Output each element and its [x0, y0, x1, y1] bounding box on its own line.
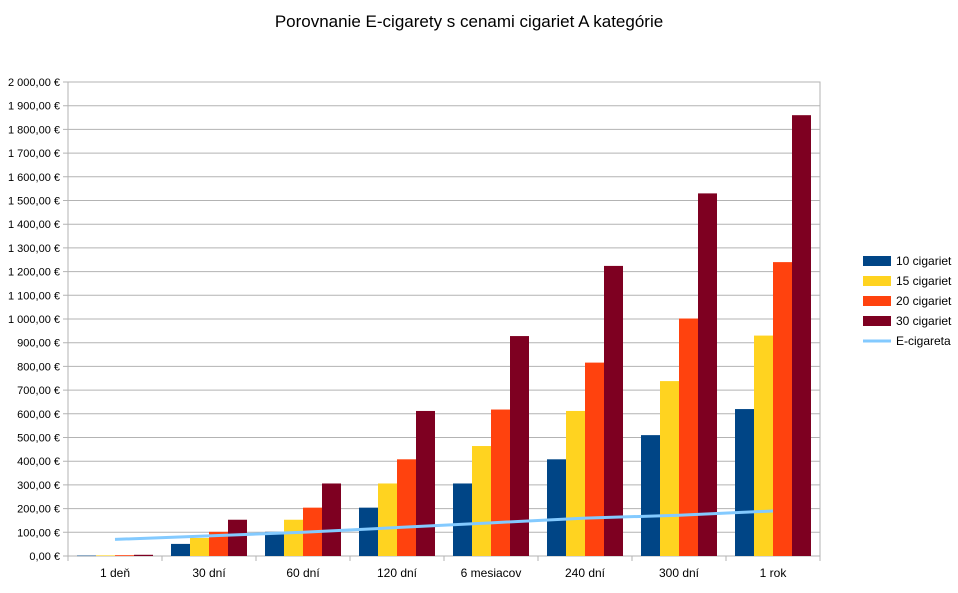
legend-label: 10 cigariet	[896, 254, 952, 268]
y-tick-label: 800,00 €	[17, 361, 60, 373]
bar	[96, 555, 115, 556]
y-tick-label: 200,00 €	[17, 504, 60, 516]
legend-swatch	[863, 296, 891, 306]
axis-labels: 0,00 € 100,00 € 200,00 € 300,00 € 400,00 € 50…	[8, 77, 787, 580]
bar	[134, 554, 153, 556]
y-tick-label: 1 500,00 €	[8, 196, 60, 208]
bar	[265, 531, 284, 556]
bar	[115, 555, 134, 556]
y-tick-label: 600,00 €	[17, 409, 60, 421]
x-tick-label: 30 dní	[192, 566, 226, 580]
y-tick-label: 400,00 €	[17, 456, 60, 468]
x-tick-label: 240 dní	[565, 566, 606, 580]
legend-swatch	[863, 316, 891, 326]
legend-label: 20 cigariet	[896, 294, 952, 308]
x-tick-label: 60 dní	[286, 566, 320, 580]
bar	[641, 435, 660, 556]
y-tick-label: 2 000,00 €	[8, 77, 60, 89]
bar	[284, 519, 303, 556]
bar	[510, 336, 529, 556]
bar	[735, 409, 754, 556]
y-tick-label: 0,00 €	[29, 551, 60, 563]
bar	[604, 265, 623, 556]
bar	[378, 483, 397, 556]
series-line-e-cigareta	[114, 509, 774, 541]
y-tick-label: 1 000,00 €	[8, 314, 60, 326]
y-tick-label: 1 300,00 €	[8, 243, 60, 255]
y-tick-label: 1 900,00 €	[8, 101, 60, 113]
y-tick-label: 900,00 €	[17, 338, 60, 350]
legend: 10 cigariet 15 cigariet 20 cigariet 30 ciga…	[863, 254, 952, 348]
y-tick-label: 1 100,00 €	[8, 290, 60, 302]
y-tick-label: 500,00 €	[17, 433, 60, 445]
y-tick-label: 100,00 €	[17, 527, 60, 539]
bar	[547, 459, 566, 556]
line-series	[114, 509, 774, 541]
bar	[228, 519, 247, 556]
bar	[660, 381, 679, 556]
x-tick-label: 1 rok	[760, 566, 788, 580]
legend-label: E-cigareta	[896, 334, 951, 348]
y-tick-label: 1 800,00 €	[8, 124, 60, 136]
bar	[453, 483, 472, 556]
bar	[792, 115, 811, 557]
bar	[585, 362, 604, 556]
bar	[754, 335, 773, 556]
bar	[773, 262, 792, 556]
bar	[77, 555, 96, 557]
chart-title: Porovnanie E-cigarety s cenami cigariet …	[274, 12, 664, 31]
bars	[77, 115, 811, 557]
x-tick-label: 120 dní	[377, 566, 418, 580]
bar	[566, 410, 585, 556]
x-tick-label: 300 dní	[659, 566, 700, 580]
bar	[472, 446, 491, 556]
y-tick-label: 700,00 €	[17, 385, 60, 397]
bar	[209, 531, 228, 556]
y-tick-label: 1 700,00 €	[8, 148, 60, 160]
legend-label: 15 cigariet	[896, 274, 952, 288]
y-tick-label: 1 200,00 €	[8, 267, 60, 279]
bar	[322, 483, 341, 556]
bar	[171, 543, 190, 556]
legend-label: 30 cigariet	[896, 314, 952, 328]
legend-swatch	[863, 256, 891, 266]
y-tick-label: 300,00 €	[17, 480, 60, 492]
bar	[359, 507, 378, 556]
legend-swatch	[863, 276, 891, 286]
bar	[491, 409, 510, 556]
y-tick-label: 1 400,00 €	[8, 219, 60, 231]
x-tick-label: 6 mesiacov	[461, 566, 522, 580]
x-tick-label: 1 deň	[100, 566, 130, 580]
bar	[679, 318, 698, 556]
bar	[190, 537, 209, 556]
bar	[698, 193, 717, 556]
axes	[67, 81, 821, 561]
bar	[397, 459, 416, 556]
bar	[416, 410, 435, 556]
y-tick-label: 1 600,00 €	[8, 172, 60, 184]
